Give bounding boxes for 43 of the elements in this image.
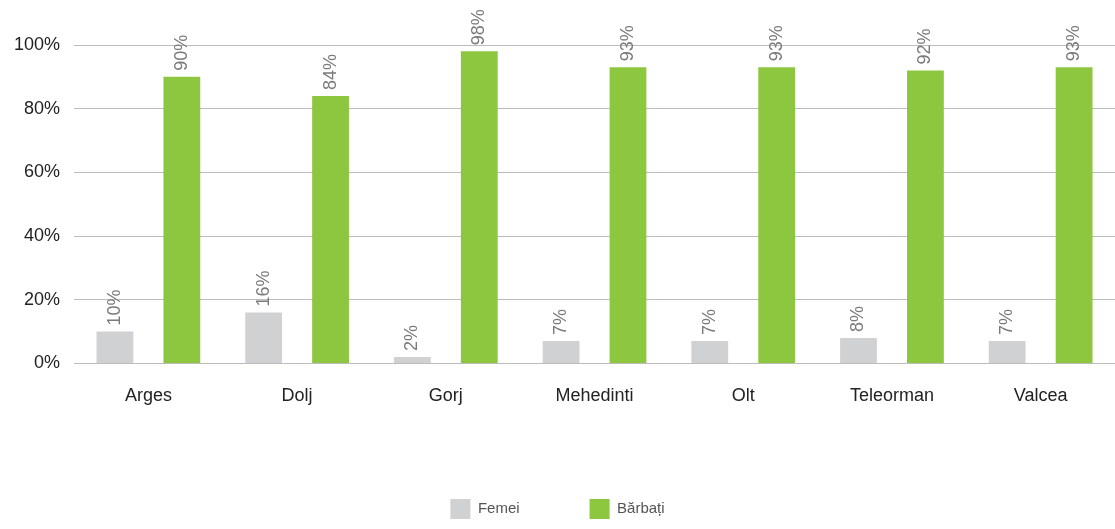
x-tick-label: Mehedinti	[555, 385, 634, 406]
legend-label: Bărbați	[617, 499, 665, 517]
y-tick-label: 60%	[24, 161, 61, 182]
bar	[758, 67, 796, 363]
x-tick-label: Valcea	[1013, 385, 1069, 406]
data-label: 7%	[996, 309, 1017, 336]
bar	[163, 76, 201, 363]
bar	[988, 341, 1026, 363]
bar	[245, 312, 283, 363]
bar	[542, 341, 580, 363]
data-label: 93%	[765, 25, 786, 62]
y-tick-label: 0%	[34, 352, 61, 373]
bar	[906, 70, 944, 363]
data-label: 98%	[468, 9, 489, 46]
bar	[609, 67, 647, 363]
y-tick-label: 100%	[13, 33, 61, 54]
x-tick-label: Dolj	[281, 385, 313, 406]
y-tick-label: 40%	[24, 225, 61, 246]
bar	[840, 337, 877, 363]
bar	[393, 357, 431, 363]
data-label: 7%	[550, 309, 571, 336]
bar	[691, 341, 729, 363]
x-tick-label: Arges	[124, 385, 172, 406]
bar	[460, 51, 498, 363]
data-label: 84%	[319, 53, 340, 90]
data-label: 90%	[170, 34, 191, 71]
x-tick-label: Olt	[731, 385, 755, 406]
bar	[312, 95, 349, 363]
x-tick-label: Gorj	[428, 385, 463, 406]
data-label: 7%	[698, 309, 719, 336]
data-label: 93%	[1063, 25, 1084, 62]
bar	[1055, 67, 1093, 363]
x-tick-label: Teleorman	[849, 385, 934, 406]
bar	[96, 331, 134, 363]
data-label: 93%	[616, 25, 637, 62]
data-label: 8%	[847, 305, 868, 332]
data-label: 2%	[401, 325, 422, 352]
legend-label: Femei	[477, 499, 520, 517]
y-tick-label: 80%	[24, 97, 61, 118]
data-label: 16%	[252, 270, 273, 307]
y-tick-label: 20%	[24, 288, 61, 309]
data-label: 92%	[914, 28, 935, 65]
data-label: 10%	[103, 289, 124, 326]
